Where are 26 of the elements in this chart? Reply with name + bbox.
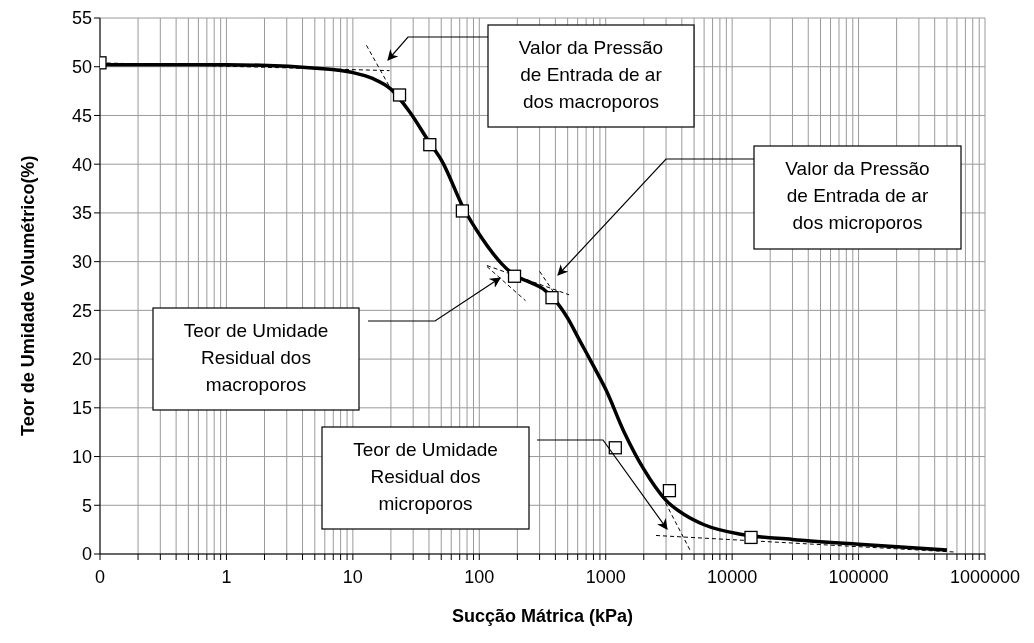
x-tick-label: 1: [221, 566, 232, 587]
y-tick-label: 50: [71, 57, 92, 78]
y-tick-label: 25: [71, 300, 92, 321]
x-tick-label: 1000000: [949, 566, 1021, 587]
y-tick-label: 45: [71, 105, 92, 126]
y-tick-label: 20: [71, 349, 92, 370]
annotation: Teor de Umidade Residual dos microporos: [353, 439, 498, 514]
annotation: Valor da Pressão de Entrada de ar dos microporos: [785, 158, 930, 233]
y-tick-label: 30: [71, 252, 92, 273]
annotation: Teor de Umidade Residual dos macroporos: [183, 320, 329, 395]
x-tick-label: 100000: [828, 566, 889, 587]
annotation: Valor da Pressão de Entrada de ar dos macroporos: [518, 37, 664, 112]
y-axis-title: Teor de Umidade Volumétrico(%): [18, 155, 39, 436]
y-tick-label: 10: [71, 446, 92, 467]
y-tick-label: 35: [71, 203, 92, 224]
y-tick-label: 55: [71, 8, 92, 29]
y-tick-label: 40: [71, 154, 92, 175]
x-tick-label: 0: [94, 566, 106, 587]
x-tick-label: 1000: [585, 566, 626, 587]
x-tick-label: 10000: [707, 566, 758, 587]
x-tick-label: 10: [342, 566, 363, 587]
y-tick-label: 0: [81, 544, 92, 565]
y-tick-label: 15: [71, 398, 92, 419]
x-axis-title: Sucção Mátrica (kPa): [451, 606, 634, 626]
y-tick-label: 5: [81, 495, 92, 516]
x-tick-label: 100: [464, 566, 495, 587]
